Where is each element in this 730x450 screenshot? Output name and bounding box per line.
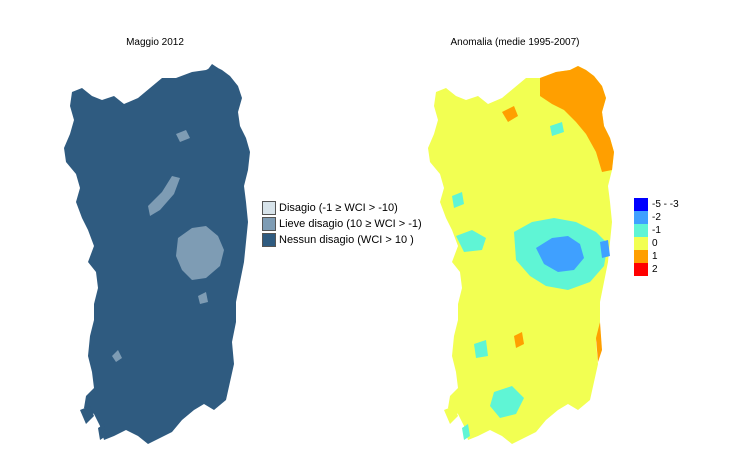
legend-swatch — [634, 250, 648, 263]
legend-label: Lieve disagio (10 ≥ WCI > -1) — [279, 218, 422, 230]
island-maddalena — [206, 64, 218, 76]
legend-item-lieve-disagio: Lieve disagio (10 ≥ WCI > -1) — [262, 216, 422, 232]
legend-label: 0 — [652, 238, 658, 249]
anomaly-plus1-north — [502, 106, 518, 122]
patch-goceano — [148, 176, 180, 216]
legend-item-plus2: 2 — [634, 263, 679, 276]
legend-swatch — [634, 211, 648, 224]
legend-label: -1 — [652, 225, 661, 236]
legend-swatch — [262, 201, 276, 215]
legend-item-minus1: -1 — [634, 224, 679, 237]
left-map-legend: Disagio (-1 ≥ WCI > -10) Lieve disagio (… — [262, 200, 422, 248]
legend-swatch — [262, 217, 276, 231]
left-map-sardinia — [64, 64, 250, 444]
island-sant-antioco-anom — [462, 424, 470, 440]
anomaly-minus1-nw — [452, 192, 464, 208]
legend-label: 2 — [652, 264, 658, 275]
legend-label: Nessun disagio (WCI > 10 ) — [279, 234, 414, 246]
right-map-legend: -5 - -3 -2 -1 0 1 2 — [634, 198, 679, 276]
right-map-sardinia — [428, 66, 614, 444]
anomaly-minus2-center — [536, 236, 584, 272]
legend-label: -5 - -3 — [652, 199, 679, 210]
legend-item-nessun-disagio: Nessun disagio (WCI > 10 ) — [262, 232, 422, 248]
patch-central-mountains — [176, 226, 224, 280]
legend-item-disagio: Disagio (-1 ≥ WCI > -10) — [262, 200, 422, 216]
legend-item-plus1: 1 — [634, 250, 679, 263]
legend-swatch — [634, 198, 648, 211]
legend-swatch — [634, 237, 648, 250]
patch-north — [176, 130, 190, 142]
anomaly-minus1-north — [550, 122, 564, 136]
legend-item-minus5-3: -5 - -3 — [634, 198, 679, 211]
patch-south-center — [198, 292, 208, 304]
legend-label: -2 — [652, 212, 661, 223]
anomaly-minus1-southwest — [474, 340, 488, 358]
legend-item-minus2: -2 — [634, 211, 679, 224]
legend-swatch — [634, 263, 648, 276]
left-map-title: Maggio 2012 — [126, 37, 184, 48]
legend-item-zero: 0 — [634, 237, 679, 250]
legend-swatch — [262, 233, 276, 247]
legend-label: 1 — [652, 251, 658, 262]
anomaly-plus1-east — [596, 322, 602, 362]
island-sant-antioco — [98, 424, 106, 440]
island-san-pietro — [80, 406, 94, 424]
legend-swatch — [634, 224, 648, 237]
legend-label: Disagio (-1 ≥ WCI > -10) — [279, 202, 398, 214]
anomaly-minus2-east — [600, 240, 610, 258]
anomaly-minus1-west — [456, 230, 486, 252]
anomaly-plus1-south — [514, 332, 524, 348]
right-map-title: Anomalia (medie 1995-2007) — [450, 37, 580, 48]
anomaly-plus1-northeast — [540, 66, 614, 172]
anomaly-minus1-sulcis — [490, 386, 524, 418]
island-san-pietro-anom — [444, 406, 458, 424]
patch-southwest — [112, 350, 122, 362]
